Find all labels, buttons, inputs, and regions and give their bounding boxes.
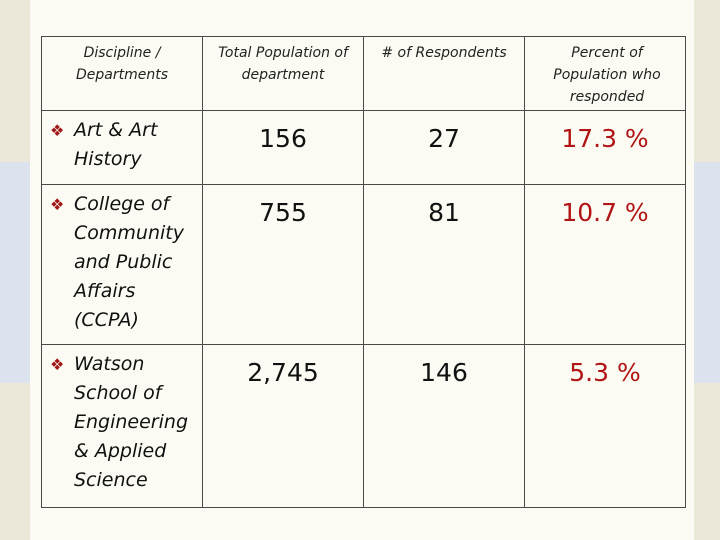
total-population-cell: 156	[202, 110, 364, 185]
table-row: ❖ Watson School of Engineering & Applied…	[41, 344, 686, 508]
header-discipline: Discipline / Departments	[41, 36, 203, 111]
respondents-cell: 81	[363, 184, 525, 345]
header-percent: Percent of Population who responded	[524, 36, 686, 111]
respondents-cell: 27	[363, 110, 525, 185]
diamond-bullet-icon: ❖	[50, 355, 65, 374]
right-band	[694, 162, 720, 383]
header-total-population: Total Population of department	[202, 36, 364, 111]
discipline-name: Watson School of Engineering & Applied S…	[74, 353, 188, 491]
total-population-cell: 755	[202, 184, 364, 345]
table-row: ❖ College of Community and Public Affair…	[41, 184, 686, 345]
discipline-name: Art & Art History	[74, 119, 158, 170]
discipline-cell: ❖ College of Community and Public Affair…	[41, 184, 203, 345]
left-band	[0, 162, 30, 383]
discipline-name: College of Community and Public Affairs …	[74, 193, 184, 331]
table-row: ❖ Art & Art History 156 27 17.3 %	[41, 110, 686, 185]
percent-cell: 17.3 %	[524, 110, 686, 185]
diamond-bullet-icon: ❖	[50, 195, 65, 214]
discipline-cell: ❖ Art & Art History	[41, 110, 203, 185]
diamond-bullet-icon: ❖	[50, 121, 65, 140]
header-respondents: # of Respondents	[363, 36, 525, 111]
total-population-cell: 2,745	[202, 344, 364, 508]
response-table: Discipline / Departments Total Populatio…	[41, 36, 686, 508]
percent-cell: 10.7 %	[524, 184, 686, 345]
discipline-cell: ❖ Watson School of Engineering & Applied…	[41, 344, 203, 508]
header-row: Discipline / Departments Total Populatio…	[41, 36, 686, 111]
respondents-cell: 146	[363, 344, 525, 508]
percent-cell: 5.3 %	[524, 344, 686, 508]
